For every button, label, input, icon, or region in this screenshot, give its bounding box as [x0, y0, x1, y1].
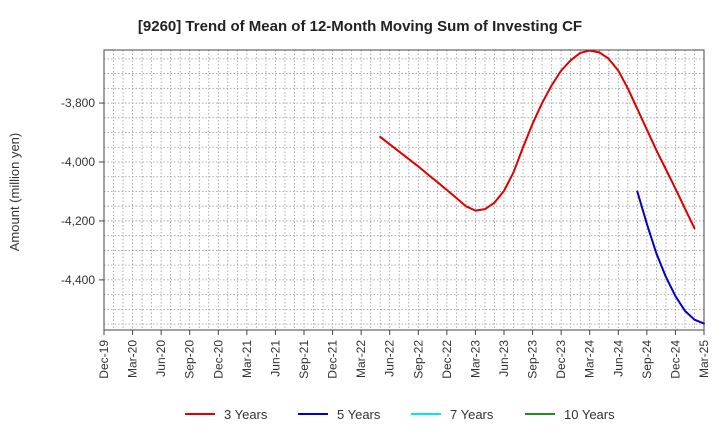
x-tick-label: Dec-20	[211, 340, 225, 379]
y-axis-label: Amount (million yen)	[7, 133, 22, 252]
legend-label: 7 Years	[450, 407, 494, 422]
x-tick-label: Sep-22	[411, 340, 425, 379]
y-tick-label: -4,000	[61, 155, 95, 169]
x-tick-label: Jun-21	[268, 340, 282, 377]
legend-label: 10 Years	[564, 407, 615, 422]
x-tick-label: Jun-22	[383, 340, 397, 377]
plot-area	[104, 50, 704, 330]
y-tick-label: -4,400	[61, 273, 95, 287]
series-line-2	[636, 190, 705, 325]
legend-label: 3 Years	[224, 407, 268, 422]
legend-label: 5 Years	[337, 407, 381, 422]
x-axis-ticks: Dec-19 Mar-20 Jun-20 Sep-20 Dec-20 Mar-21 Jun-…	[97, 330, 711, 379]
y-tick-label: -3,800	[61, 96, 95, 110]
x-tick-label: Mar-25	[697, 340, 711, 378]
x-tick-label: Sep-23	[526, 340, 540, 379]
x-tick-label: Dec-19	[97, 340, 111, 379]
y-axis-ticks: -3,800 -4,000 -4,200 -4,400	[61, 96, 104, 287]
x-tick-label: Sep-20	[183, 340, 197, 379]
legend-item: 5 Years	[298, 407, 381, 422]
x-tick-label: Dec-21	[326, 340, 340, 379]
x-tick-label: Mar-23	[468, 340, 482, 378]
x-tick-label: Mar-22	[354, 340, 368, 378]
x-tick-label: Mar-24	[583, 340, 597, 378]
plot-border	[103, 49, 705, 331]
x-tick-label: Mar-20	[126, 340, 140, 378]
legend: 3 Years 5 Years 7 Years 10 Years	[185, 407, 615, 422]
legend-item: 3 Years	[185, 407, 268, 422]
legend-item: 10 Years	[525, 407, 615, 422]
x-tick-label: Dec-24	[668, 340, 682, 379]
x-tick-label: Sep-21	[297, 340, 311, 379]
x-tick-label: Dec-22	[440, 340, 454, 379]
chart-title: [9260] Trend of Mean of 12-Month Moving …	[138, 18, 582, 35]
x-tick-label: Jun-20	[154, 340, 168, 377]
x-tick-label: Dec-23	[554, 340, 568, 379]
series-line-1	[379, 49, 696, 230]
x-tick-label: Sep-24	[640, 340, 654, 379]
x-tick-label: Mar-21	[240, 340, 254, 378]
x-tick-label: Jun-23	[497, 340, 511, 377]
legend-item: 7 Years	[411, 407, 494, 422]
y-tick-label: -4,200	[61, 214, 95, 228]
x-tick-label: Jun-24	[611, 340, 625, 377]
series-lines	[379, 49, 705, 325]
